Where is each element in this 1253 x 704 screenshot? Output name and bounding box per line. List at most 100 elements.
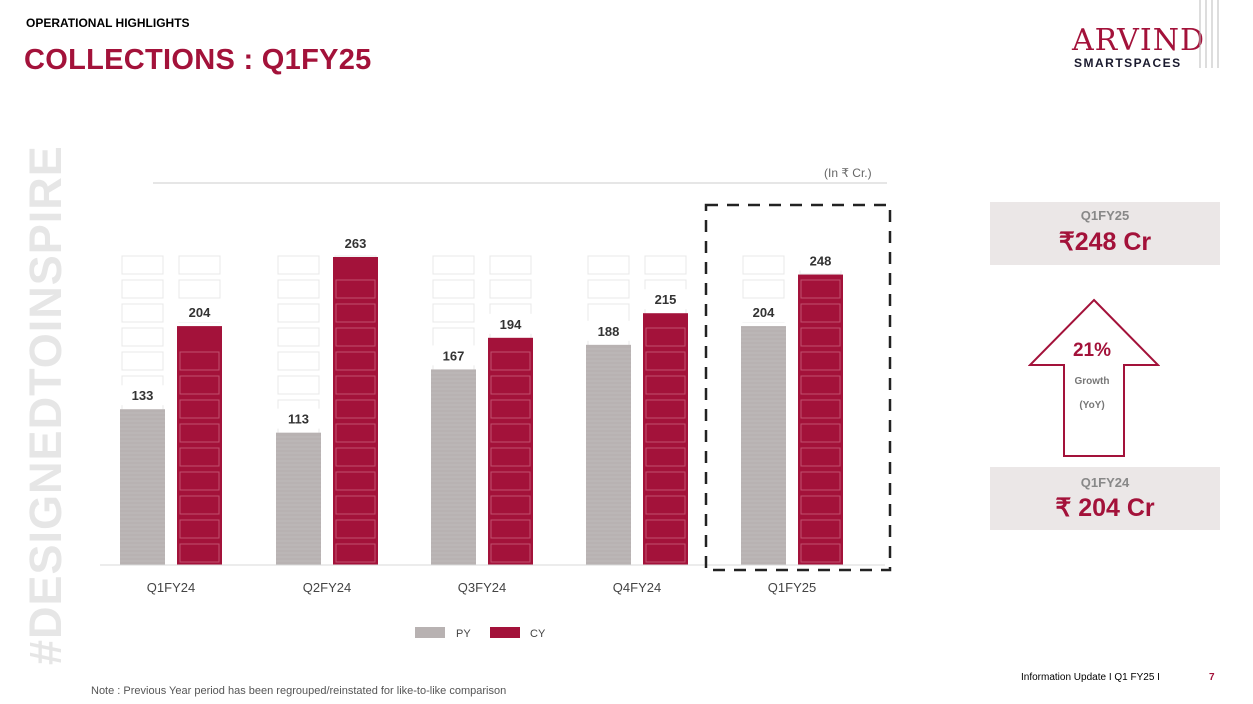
bar-ghost-cell (432, 303, 475, 323)
bar-ghost-cell (489, 279, 532, 299)
bar-cell-pattern (800, 495, 841, 515)
bar-cell-pattern (645, 351, 686, 371)
highlight-dashed-box (704, 203, 892, 572)
data-label-bg (587, 320, 630, 341)
bar-cell-pattern (490, 351, 531, 371)
bar-ghost-cell (432, 255, 475, 275)
legend-label-cy: CY (530, 628, 546, 640)
bar-cell-pattern (335, 279, 376, 299)
x-tick-q2fy24: Q2FY24 (303, 580, 351, 595)
data-label-bg (799, 250, 842, 271)
bar-cy-q1fy24 (177, 326, 222, 565)
data-label-bg (121, 385, 164, 406)
data-label-py-q2fy24: 113 (288, 412, 309, 427)
bar-cell-pattern (800, 543, 841, 563)
bar-cell-pattern (490, 399, 531, 419)
data-label-cy-q2fy24: 263 (345, 236, 367, 251)
bar-cell-pattern (800, 279, 841, 299)
footer-text: Information Update I Q1 FY25 I (1021, 672, 1160, 683)
bar-ghost-cell (587, 255, 630, 275)
bar-cell-pattern (179, 495, 220, 515)
bar-cell-pattern (645, 399, 686, 419)
bar-cell-pattern (800, 351, 841, 371)
page-number: 7 (1209, 672, 1215, 683)
bar-cell-pattern (800, 399, 841, 419)
data-label-cy-q1fy25: 248 (810, 254, 832, 269)
data-label-bg (742, 302, 785, 323)
x-tick-q1fy25: Q1FY25 (768, 580, 816, 595)
bar-cell-pattern (800, 327, 841, 347)
data-label-py-q4fy24: 188 (598, 324, 620, 339)
bar-cell-pattern (490, 447, 531, 467)
bar-cell-pattern (645, 543, 686, 563)
bar-cell-pattern (335, 351, 376, 371)
bar-cell-pattern (800, 447, 841, 467)
bar-py-q3fy24 (431, 369, 476, 565)
bar-ghost-cell (432, 327, 475, 347)
bar-ghost-cell (178, 255, 221, 275)
bar-cell-pattern (179, 423, 220, 443)
bar-ghost-cell (121, 303, 164, 323)
x-tick-q4fy24: Q4FY24 (613, 580, 661, 595)
bar-ghost-cell (432, 279, 475, 299)
data-label-py-q3fy24: 167 (443, 348, 465, 363)
bar-cy-q3fy24 (488, 337, 533, 565)
unit-label: (In ₹ Cr.) (824, 166, 872, 180)
bar-ghost-cell (277, 255, 320, 275)
bar-cy-q1fy25 (798, 274, 843, 565)
legend-label-py: PY (456, 628, 471, 640)
current-collection-card: Q1FY25 ₹248 Cr (990, 202, 1220, 265)
bar-cell-pattern (179, 447, 220, 467)
bar-ghost-cell (587, 303, 630, 323)
bar-ghost-cell (587, 279, 630, 299)
bar-cell-pattern (179, 375, 220, 395)
bar-ghost-cell (742, 255, 785, 275)
data-label-cy-q4fy24: 215 (655, 292, 677, 307)
current-period: Q1FY25 (1080, 208, 1130, 223)
bar-cell-pattern (645, 375, 686, 395)
bar-py-q4fy24 (586, 344, 631, 565)
bar-ghost-cell (121, 279, 164, 299)
bar-cell-pattern (800, 303, 841, 323)
bar-py-q2fy24 (276, 432, 321, 565)
previous-collection-card: Q1FY24 ₹ 204 Cr (990, 467, 1220, 530)
bar-py-q1fy24 (120, 409, 165, 565)
bar-ghost-cell (277, 375, 320, 395)
data-label-bg (334, 233, 377, 253)
footnote: Note : Previous Year period has been reg… (91, 685, 507, 697)
bar-ghost-cell (277, 279, 320, 299)
legend-swatch-py (415, 627, 445, 638)
previous-value: ₹ 204 Cr (1055, 494, 1155, 522)
bar-cell-pattern (335, 399, 376, 419)
data-label-cy-q3fy24: 194 (500, 317, 522, 332)
bar-cell-pattern (335, 303, 376, 323)
logo-wordmark: ARVIND (1072, 23, 1206, 58)
bar-cell-pattern (645, 495, 686, 515)
bar-cell-pattern (645, 327, 686, 347)
bar-cell-pattern (335, 447, 376, 467)
bar-cy-q4fy24 (643, 313, 688, 565)
bar-cell-pattern (335, 375, 376, 395)
growth-label: Growth (1074, 376, 1110, 387)
data-label-bg (489, 313, 532, 334)
data-label-py-q1fy24: 133 (132, 388, 154, 403)
page-title: COLLECTIONS : Q1FY25 (24, 44, 372, 76)
logo-subtext: SMARTSPACES (1074, 56, 1182, 70)
growth-sub-label: (YoY) (1079, 400, 1105, 411)
bar-cell-pattern (645, 423, 686, 443)
previous-period: Q1FY24 (1080, 475, 1130, 490)
x-tick-q3fy24: Q3FY24 (458, 580, 506, 595)
legend-swatch-cy (490, 627, 520, 638)
bar-ghost-cell (121, 255, 164, 275)
bar-chart: 133 204 Q1FY24 113 263 Q2FY24 167 194 Q3FY24 188 2… (100, 182, 892, 595)
bar-cell-pattern (800, 423, 841, 443)
bar-cell-pattern (335, 519, 376, 539)
data-label-cy-q1fy24: 204 (189, 305, 211, 320)
bar-cell-pattern (335, 423, 376, 443)
bar-ghost-cell (178, 279, 221, 299)
bar-cell-pattern (179, 351, 220, 371)
bar-cell-pattern (490, 471, 531, 491)
data-label-bg (644, 289, 687, 310)
bar-cell-pattern (179, 471, 220, 491)
x-tick-q1fy24: Q1FY24 (147, 580, 195, 595)
